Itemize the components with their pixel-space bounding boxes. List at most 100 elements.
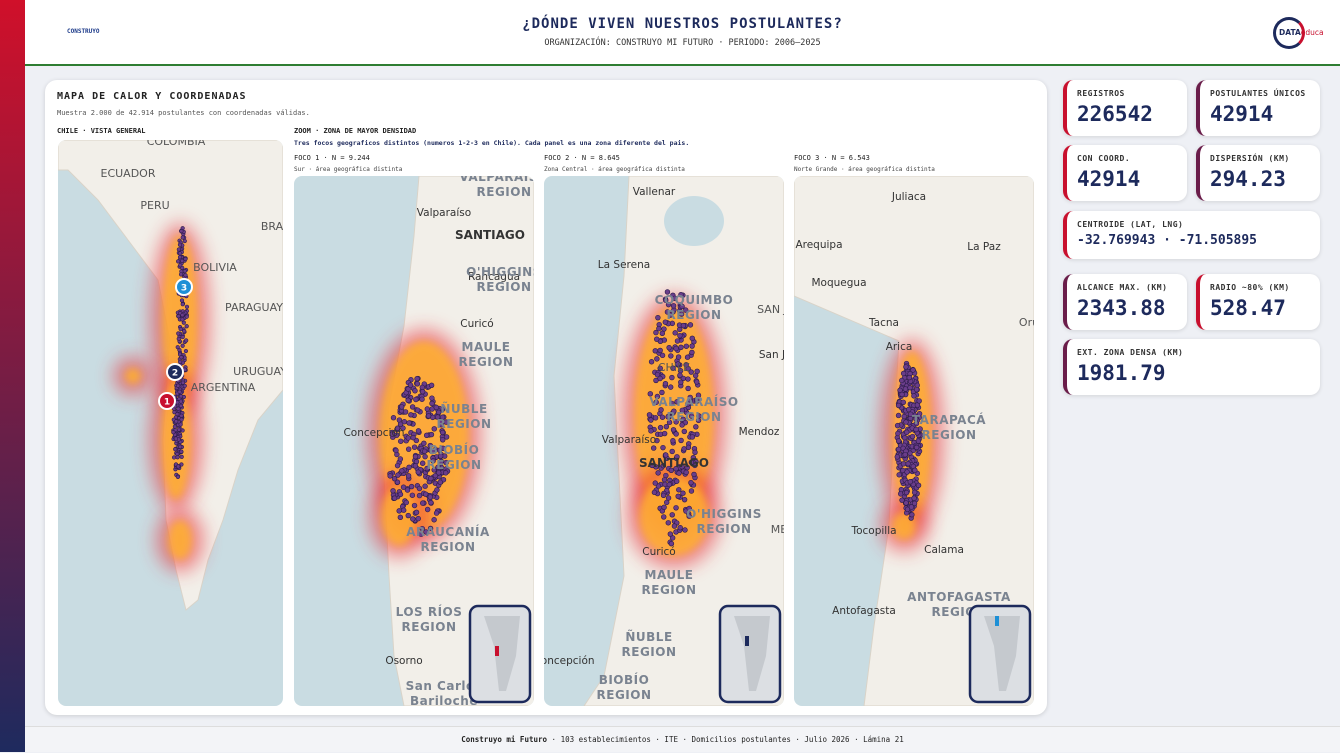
- region-label: O'HIGGINS: [686, 507, 762, 521]
- city-label: La Serena: [598, 259, 650, 271]
- city-label: Osorno: [385, 655, 422, 667]
- point: [431, 426, 437, 432]
- point: [904, 469, 910, 475]
- city-label: Arica: [886, 341, 913, 353]
- point: [402, 409, 409, 415]
- point: [694, 396, 700, 403]
- point: [676, 470, 682, 476]
- point: [436, 470, 442, 476]
- region-label: VALPARAÍSO: [649, 394, 738, 409]
- point: [176, 464, 181, 469]
- point: [412, 388, 418, 394]
- point: [429, 395, 435, 401]
- point: [913, 426, 919, 433]
- region-label: San Carlos: [406, 679, 483, 693]
- point: [184, 338, 189, 343]
- point: [408, 483, 415, 490]
- point: [406, 420, 412, 426]
- point: [422, 483, 428, 489]
- point: [670, 303, 677, 309]
- point: [654, 437, 660, 444]
- overview-label: CHILE · VISTA GENERAL: [57, 127, 146, 135]
- city-label: Valparaíso: [417, 207, 471, 219]
- point: [390, 415, 397, 421]
- map-body: COLOMBIA ECUADOR PERU BRA BOLIVIA PARAGUAY URU…: [58, 140, 283, 706]
- point: [390, 488, 396, 494]
- point: [415, 428, 422, 434]
- point: [177, 242, 183, 247]
- point: [182, 269, 187, 274]
- point: [396, 508, 402, 514]
- point: [692, 449, 698, 456]
- place-label: ME: [771, 523, 787, 536]
- point: [669, 448, 675, 455]
- place-label: ECUADOR: [101, 167, 156, 180]
- place-label: SANTIAGO: [639, 456, 709, 470]
- point: [175, 474, 181, 480]
- point: [410, 434, 416, 441]
- point: [687, 394, 693, 401]
- map-body: Juliaca Arequipa La Paz Moquegua Tacna Oru Ari…: [794, 176, 1034, 706]
- point: [903, 500, 909, 506]
- footer-bold: Construyo mi Futuro: [461, 735, 548, 744]
- point: [687, 322, 694, 328]
- kpi-label: ALCANCE MAX. (KM): [1077, 283, 1168, 292]
- point: [411, 502, 418, 509]
- point: [686, 505, 692, 512]
- city-label: Juliaca: [891, 191, 926, 203]
- point: [675, 493, 681, 499]
- point: [671, 408, 677, 414]
- kpi-value: 2343.88: [1077, 296, 1166, 320]
- kpi-value: 42914: [1077, 167, 1141, 191]
- point: [673, 505, 679, 511]
- point: [400, 507, 407, 513]
- point: [690, 455, 697, 461]
- point: [393, 447, 399, 454]
- point: [665, 301, 672, 308]
- logo-a: DATA: [1279, 28, 1301, 37]
- point: [899, 377, 905, 384]
- point: [683, 469, 689, 476]
- point: [649, 462, 655, 469]
- city-label: Rancagua: [468, 271, 520, 283]
- region-label: VALPARAÍSO: [459, 169, 548, 184]
- map-title: MAPA DE CALOR Y COORDENADAS: [57, 91, 247, 102]
- point: [903, 364, 909, 370]
- point: [688, 488, 695, 494]
- place-label: PARAGUAY: [225, 301, 283, 314]
- point: [398, 438, 404, 444]
- point: [394, 432, 400, 438]
- kpi-card: DISPERSIÓN (KM) 294.23: [1196, 145, 1320, 201]
- point: [176, 383, 181, 388]
- point: [670, 438, 676, 444]
- point: [179, 454, 184, 459]
- point: [895, 430, 901, 437]
- point: [653, 329, 659, 336]
- lake: [664, 196, 724, 246]
- point: [647, 391, 653, 397]
- point: [909, 433, 916, 440]
- point: [654, 393, 661, 400]
- point: [646, 412, 653, 418]
- place-label: CHILE: [658, 361, 690, 374]
- region-label: REGION: [667, 308, 722, 322]
- place-label: PERU: [140, 199, 169, 212]
- logo-ring: [1273, 17, 1305, 49]
- point: [429, 448, 436, 455]
- point: [900, 399, 906, 405]
- point: [176, 331, 181, 336]
- point: [902, 435, 908, 441]
- kpi-card: CON COORD. 42914: [1063, 145, 1187, 201]
- point: [400, 484, 407, 490]
- inset-focus: [495, 646, 499, 656]
- city-label: Tocopilla: [850, 525, 896, 537]
- point: [409, 492, 416, 498]
- point: [399, 468, 405, 474]
- panel-subtitle: Zona Central · área geográfica distinta: [544, 166, 685, 173]
- point: [180, 343, 185, 348]
- point: [178, 394, 184, 399]
- header: CONSTRUYO ¿DÓNDE VIVEN NUESTROS POSTULAN…: [25, 0, 1340, 66]
- point: [437, 453, 444, 459]
- panel-subtitle: Norte Grande · área geográfica distinta: [794, 166, 935, 173]
- city-label: Antofagasta: [832, 605, 896, 617]
